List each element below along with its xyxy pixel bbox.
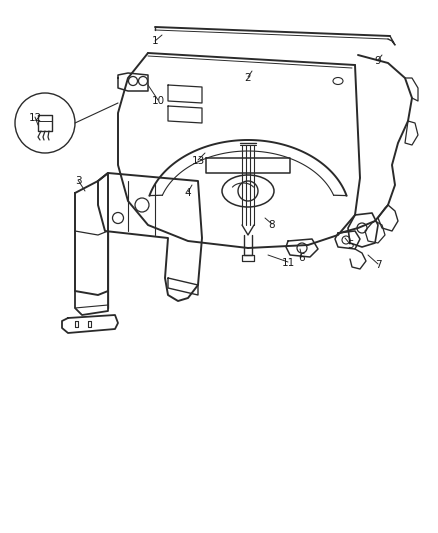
Text: 2: 2 — [245, 73, 251, 83]
Text: 1: 1 — [152, 36, 158, 46]
Text: 6: 6 — [299, 253, 305, 263]
Text: 13: 13 — [191, 156, 205, 166]
Text: 12: 12 — [28, 113, 42, 123]
Text: 4: 4 — [185, 188, 191, 198]
Text: 7: 7 — [374, 260, 381, 270]
Text: 11: 11 — [281, 258, 295, 268]
Text: 9: 9 — [374, 56, 381, 66]
Text: 5: 5 — [347, 240, 353, 250]
Text: 8: 8 — [268, 220, 276, 230]
Text: 3: 3 — [75, 176, 81, 186]
Text: 10: 10 — [152, 96, 165, 106]
